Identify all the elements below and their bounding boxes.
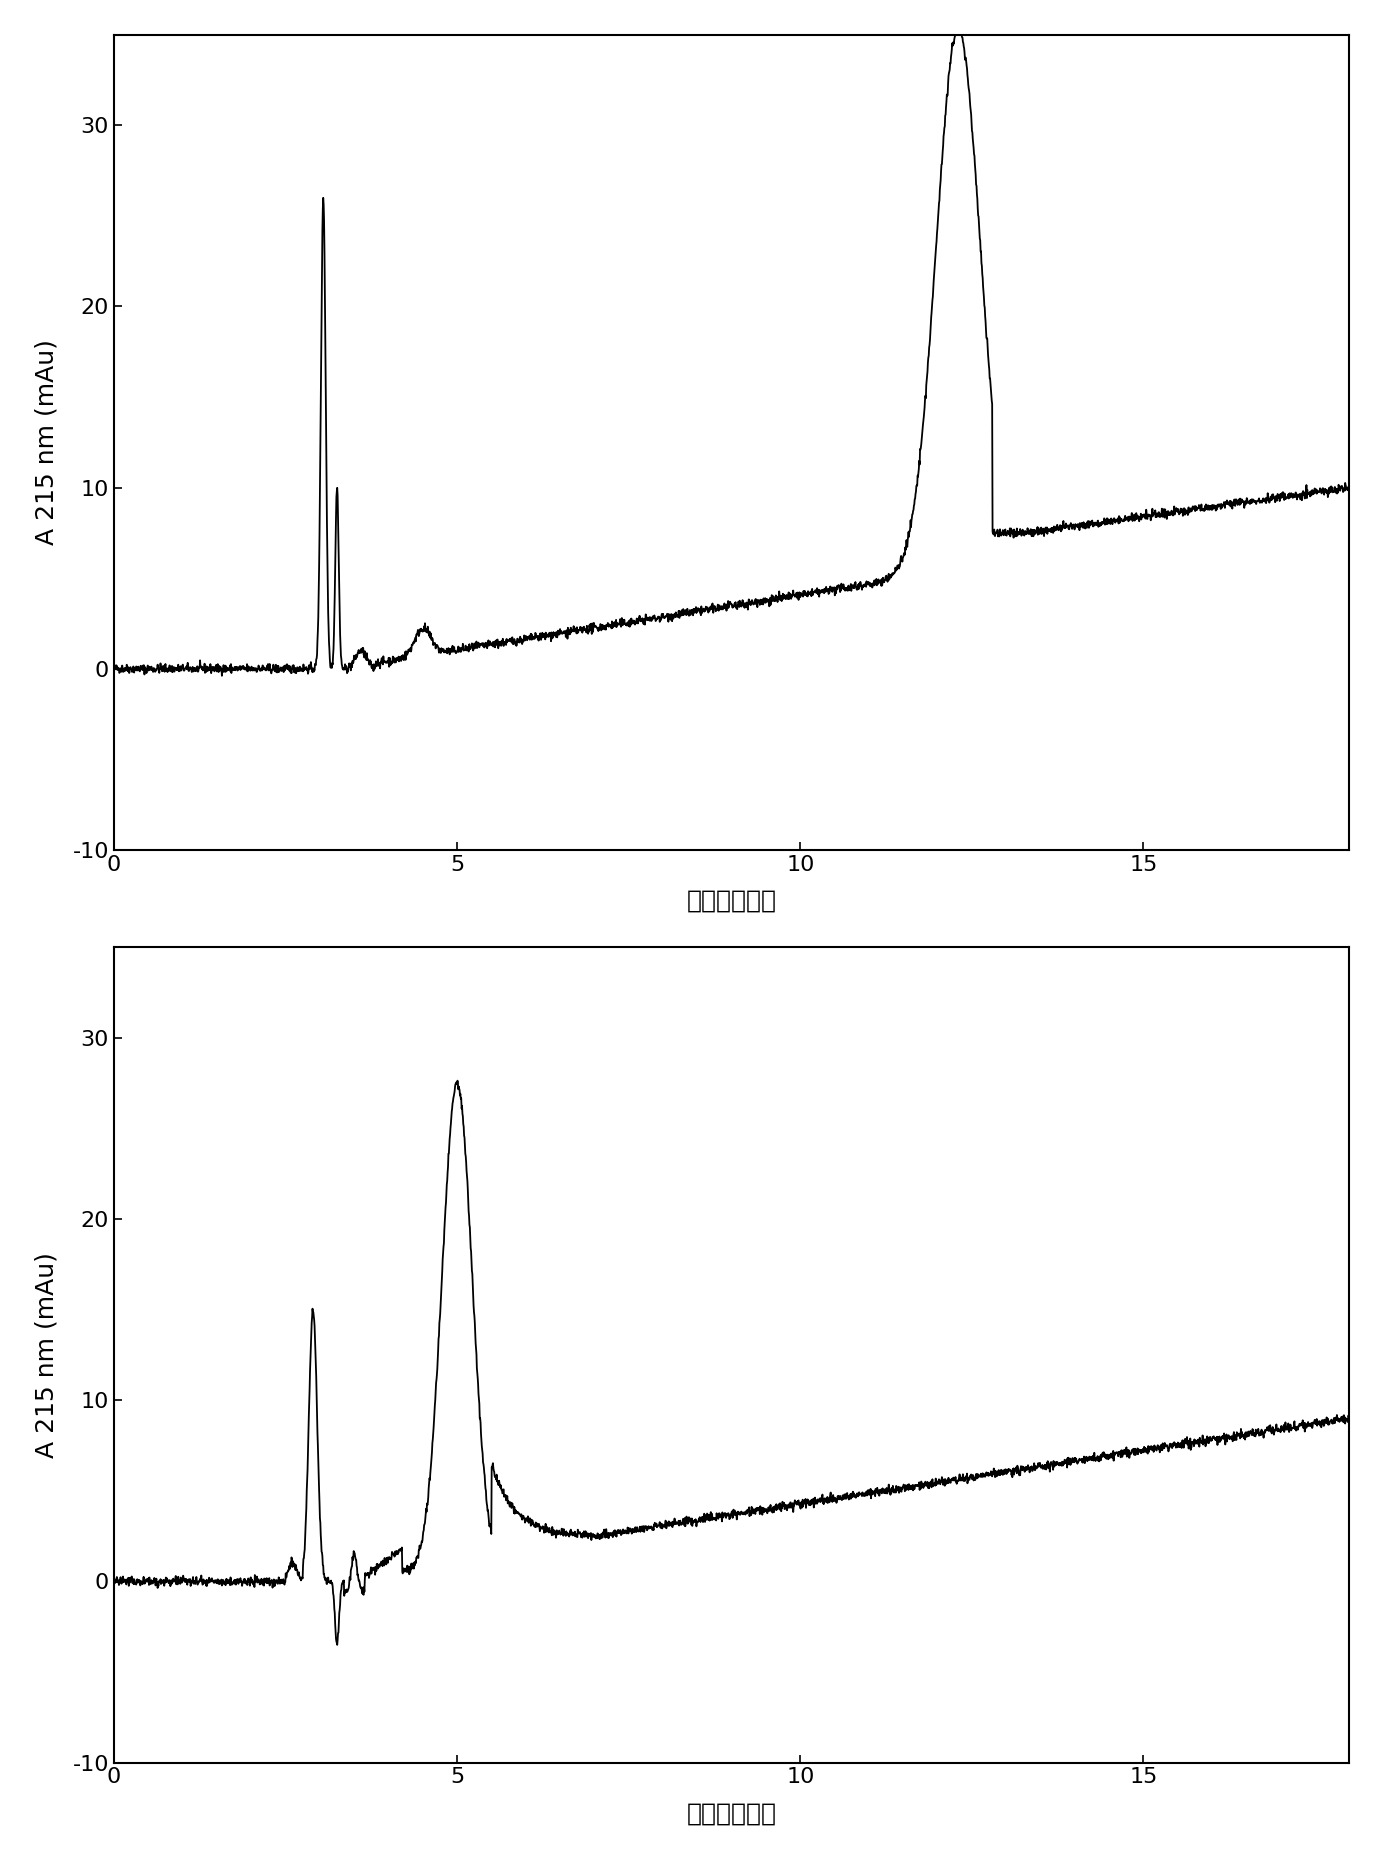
Y-axis label: A 215 nm (mAu): A 215 nm (mAu): [35, 1252, 58, 1458]
X-axis label: 时间（分钟）: 时间（分钟）: [686, 889, 776, 913]
X-axis label: 时间（分钟）: 时间（分钟）: [686, 1800, 776, 1825]
Y-axis label: A 215 nm (mAu): A 215 nm (mAu): [35, 339, 58, 545]
